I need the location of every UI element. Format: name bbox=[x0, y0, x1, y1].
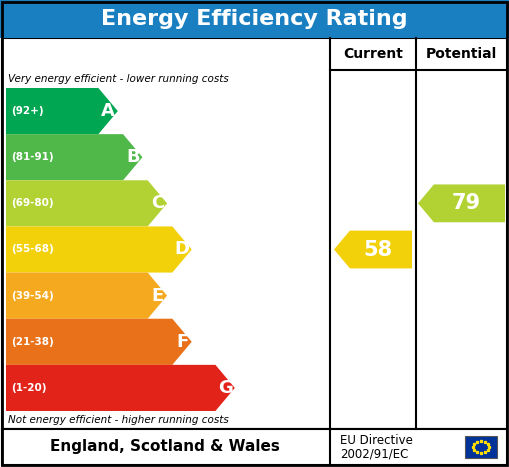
Text: 2002/91/EC: 2002/91/EC bbox=[340, 447, 408, 460]
Bar bbox=[0, 0, 509, 38]
Text: Very energy efficient - lower running costs: Very energy efficient - lower running co… bbox=[8, 74, 229, 84]
Text: (1-20): (1-20) bbox=[11, 383, 46, 393]
Text: (55-68): (55-68) bbox=[11, 245, 54, 255]
Text: (69-80): (69-80) bbox=[11, 198, 53, 208]
Polygon shape bbox=[6, 273, 167, 318]
Polygon shape bbox=[334, 231, 412, 269]
Text: Energy Efficiency Rating: Energy Efficiency Rating bbox=[101, 9, 408, 29]
Text: F: F bbox=[176, 333, 188, 351]
Bar bbox=[465, 436, 497, 458]
Polygon shape bbox=[418, 184, 505, 222]
Text: D: D bbox=[175, 241, 189, 259]
Text: (92+): (92+) bbox=[11, 106, 44, 116]
Text: E: E bbox=[151, 287, 163, 304]
Text: England, Scotland & Wales: England, Scotland & Wales bbox=[50, 439, 280, 454]
Text: C: C bbox=[151, 194, 164, 212]
Text: (21-38): (21-38) bbox=[11, 337, 54, 347]
Text: (81-91): (81-91) bbox=[11, 152, 53, 162]
Polygon shape bbox=[6, 365, 235, 411]
Text: A: A bbox=[101, 102, 115, 120]
Text: 58: 58 bbox=[363, 240, 392, 260]
Text: EU Directive: EU Directive bbox=[340, 433, 413, 446]
Polygon shape bbox=[6, 318, 192, 365]
Text: Not energy efficient - higher running costs: Not energy efficient - higher running co… bbox=[8, 415, 229, 425]
Text: (39-54): (39-54) bbox=[11, 290, 54, 301]
Text: B: B bbox=[126, 148, 139, 166]
Polygon shape bbox=[6, 88, 118, 134]
Text: Current: Current bbox=[343, 47, 403, 61]
Polygon shape bbox=[6, 180, 167, 226]
Text: G: G bbox=[218, 379, 233, 397]
Text: 79: 79 bbox=[451, 193, 481, 213]
Bar bbox=[2, 429, 507, 465]
Polygon shape bbox=[6, 226, 192, 273]
Polygon shape bbox=[6, 134, 143, 180]
Text: Potential: Potential bbox=[426, 47, 497, 61]
Bar bbox=[2, 38, 507, 429]
